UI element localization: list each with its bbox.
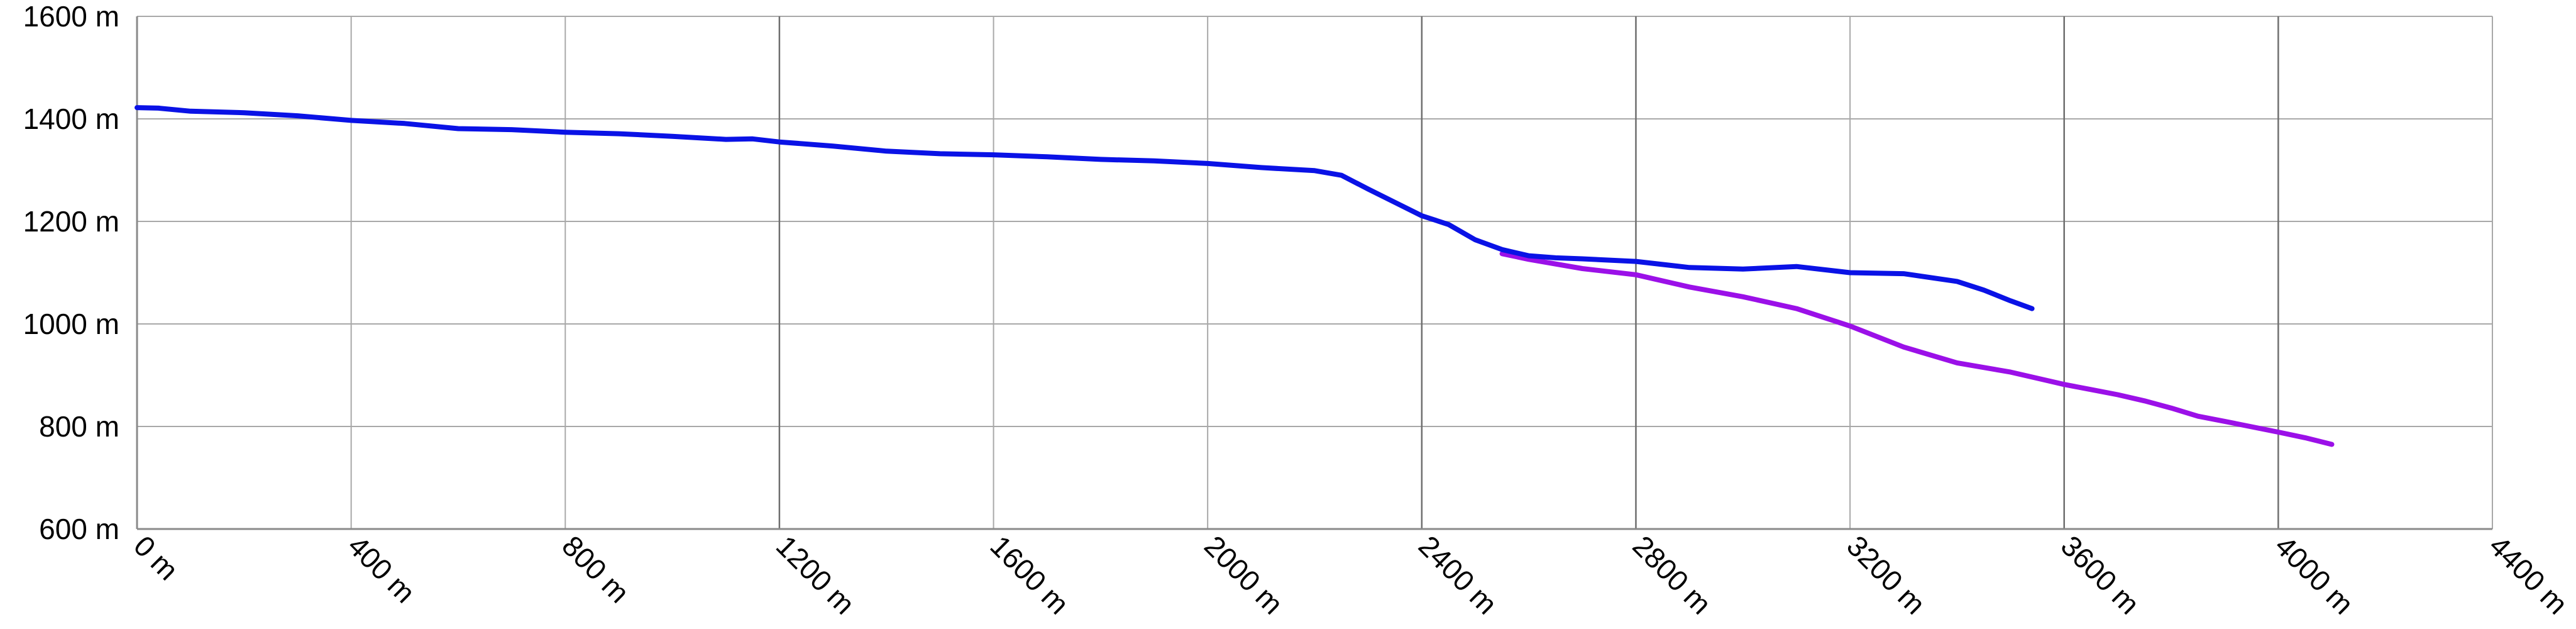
x-tick-label: 2000 m	[1198, 529, 1289, 620]
x-tick-label: 400 m	[342, 529, 422, 609]
x-tick-label: 3200 m	[1841, 529, 1932, 620]
y-tick-label: 1400 m	[23, 103, 119, 135]
x-tick-label: 2400 m	[1412, 529, 1504, 620]
x-tick-label: 1200 m	[770, 529, 861, 620]
series-line	[135, 105, 2035, 311]
y-tick-label: 1600 m	[23, 0, 119, 33]
y-tick-label: 1200 m	[23, 205, 119, 238]
y-tick-labels: 600 m 800 m 1000 m 1200 m 1400 m 1600 m	[23, 0, 119, 545]
x-tick-label: 2800 m	[1626, 529, 1717, 620]
x-tick-label: 4000 m	[2269, 529, 2360, 620]
x-tick-labels: 0 m 400 m 800 m 1200 m 1600 m 2000 m 2400 m 280…	[128, 529, 2574, 620]
x-tick-label: 4400 m	[2483, 529, 2574, 620]
y-tick-label: 800 m	[39, 410, 119, 443]
axes	[136, 16, 2492, 530]
y-tick-label: 1000 m	[23, 308, 119, 340]
series-lines	[135, 105, 2335, 447]
y-tick-label: 600 m	[39, 513, 119, 545]
series-line	[1499, 251, 2335, 447]
grid	[136, 16, 2493, 530]
x-tick-label: 800 m	[556, 529, 636, 609]
x-tick-label: 3600 m	[2055, 529, 2146, 620]
x-tick-label: 1600 m	[984, 529, 1075, 620]
x-tick-label: 0 m	[128, 529, 185, 586]
